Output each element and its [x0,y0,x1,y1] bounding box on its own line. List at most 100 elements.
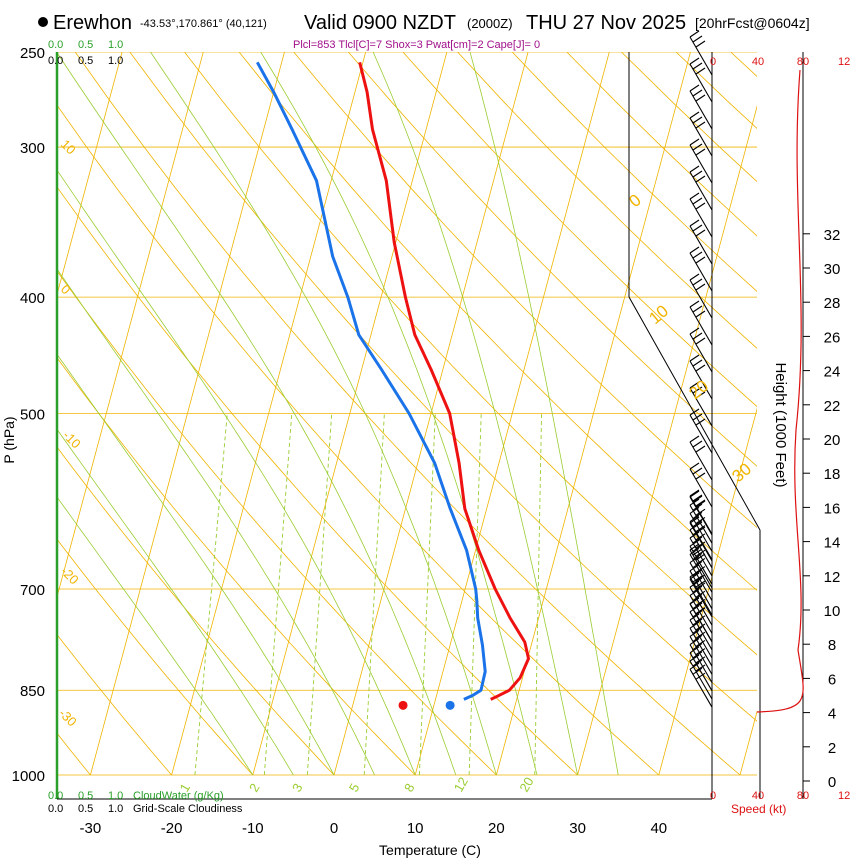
mixing-ratio-line [363,413,385,776]
moist-adiabat-line [57,496,254,776]
wind-barb [689,219,713,265]
cloud-bottom-tick-0: 0.0 [48,790,63,802]
moist-adiabat-line [57,353,335,776]
location-name: Erewhon [53,12,132,34]
cloud-top-tick-2: 1.0 [108,39,123,51]
dry-adiabat-line [511,52,757,293]
temperature-trace [358,61,530,701]
dry-adiabat-line [402,52,757,408]
pressure-tick-label: 1000 [12,768,45,785]
isotherm-line [252,52,448,776]
cloud-axis-bottom: 0.0 0.5 1.0 CloudWater (g/Kg) 0.0 0.5 1.… [48,790,243,815]
cloudiness-label: Grid-Scale Cloudiness [133,803,243,815]
height-tick-label: 30 [824,261,841,278]
indices-line: Plcl=853 Tlcl[C]=7 Shox=3 Pwat[cm]=2 Cap… [293,39,540,51]
wind-barb [689,192,713,238]
wind-barb [689,57,713,103]
sounding-traces [255,61,530,710]
speed-top-tick-3: 12 [838,56,850,68]
wind-barb [689,273,713,319]
speed-top-tick-1: 40 [752,56,764,68]
moist-adiabat-line [469,52,619,776]
dry-adiabat-line [129,52,757,722]
isotherm-label: -30 [56,706,80,730]
moist-adiabat-line [372,52,578,776]
mixing-ratio-line [468,413,482,776]
cloud-axis-top: 0.0 0.5 1.0 0.0 0.5 1.0 [48,39,123,67]
wind-barb [689,435,713,481]
dry-adiabat-line [347,52,757,467]
dry-adiabat-line [293,52,757,529]
mixing-ratio-label: 8 [401,781,418,795]
dry-adiabat-line [238,52,757,591]
height-axis-title: Height (1000 Feet) [772,362,789,487]
dry-adiabat-line [457,52,757,349]
cloudiness-bottom-tick-0: 0.0 [48,803,63,815]
temperature-tick-label: -30 [80,820,102,837]
utc-time: (2000Z) [467,16,513,31]
wind-barb [689,327,713,373]
pressure-tick-label: 400 [20,290,45,307]
height-tick-label: 22 [824,398,841,415]
wind-barb [689,165,713,211]
mixing-ratio-line [534,413,543,776]
y-axis-title: P (hPa) [1,416,17,463]
isotherm-line [577,105,757,776]
valid-time: Valid 0900 NZDT [304,12,456,34]
dry-adiabat-line [57,186,578,776]
temperature-lcl-marker [398,700,408,710]
wind-barb [689,381,713,427]
height-tick-label: 20 [824,432,841,449]
dry-adiabat-line [840,52,850,775]
height-tick-label: 32 [824,227,841,244]
plot-frame [55,52,804,800]
height-tick-label: 26 [824,329,841,346]
temperature-tick-label: 0 [330,820,338,837]
forecast-info: [20hrFcst@0604z] [695,15,810,31]
isotherm-label: 0 [625,190,644,211]
isotherm-label: 10 [645,301,672,328]
height-tick-label: 0 [828,774,836,791]
background-grid [0,52,850,776]
dry-adiabat-line [57,446,335,776]
dry-adiabat-line [57,538,254,776]
wind-barbs [689,30,713,708]
dry-adiabat-line [74,52,741,776]
speed-top-tick-0: 0 [710,56,716,68]
dry-adiabat-line [0,52,9,775]
cloudiness-top-tick-1: 0.5 [78,55,93,67]
mixing-ratio-line [194,413,228,776]
speed-bottom-tick-3: 12 [838,790,850,802]
dry-adiabat-line [57,104,660,776]
temperature-tick-label: 40 [650,820,667,837]
cloud-bottom-tick-2: 1.0 [108,790,123,802]
pressure-tick-label: 850 [20,683,45,700]
wind-barb [689,138,713,184]
valid-date: THU 27 Nov 2025 [526,12,686,34]
temperature-tick-label: 30 [569,820,586,837]
mixing-ratio-line [418,413,436,776]
wind-speed-profile [756,69,804,713]
pressure-tick-label: 250 [20,45,45,62]
mixing-ratio-label: 5 [346,781,363,795]
cloud-top-tick-1: 0.5 [78,39,93,51]
temperature-tick-label: 10 [407,820,424,837]
dry-adiabat-line [184,52,757,656]
temperature-tick-label: -20 [161,820,183,837]
speed-bottom-tick-1: 40 [752,790,764,802]
height-tick-label: 8 [828,637,836,654]
isotherm-line [57,52,123,296]
mixing-ratio-label: 12 [451,774,471,794]
height-tick-label: 16 [824,500,841,517]
speed-bottom-tick-0: 0 [710,790,716,802]
height-tick-label: 24 [824,364,841,381]
isotherm-line [333,52,529,776]
pressure-tick-label: 300 [20,140,45,157]
mixing-ratio-line [306,413,333,776]
moist-adiabat-line [57,428,294,776]
wind-barb [689,300,713,346]
wind-barb [689,408,713,454]
height-tick-label: 14 [824,535,841,552]
